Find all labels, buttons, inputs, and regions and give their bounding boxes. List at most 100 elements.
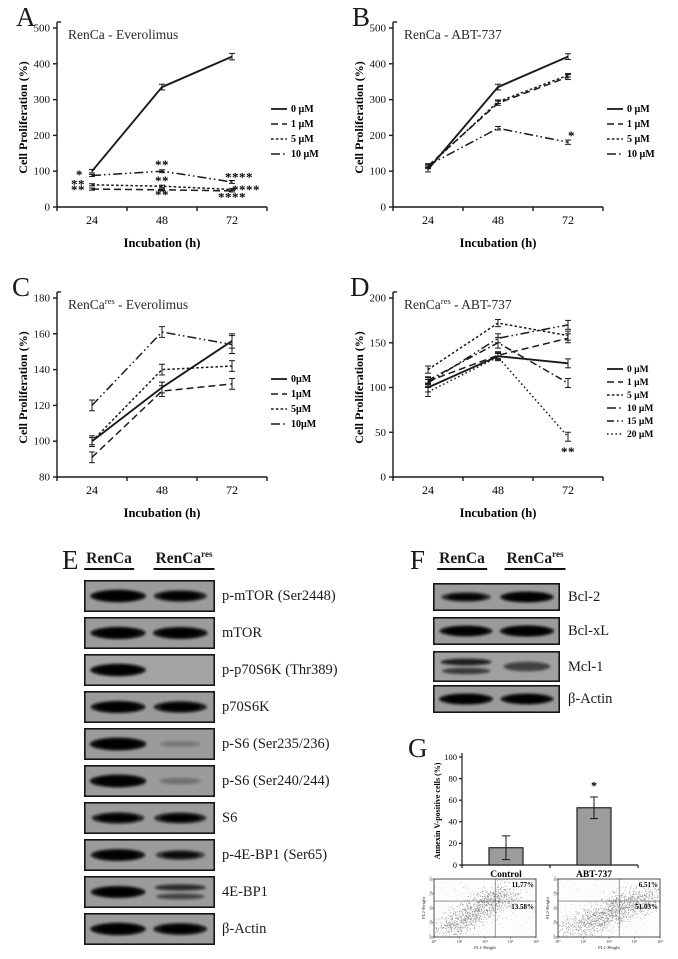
x-tick-label: 24 <box>86 213 98 227</box>
significance-marker: ** <box>561 444 575 459</box>
blot-band <box>500 591 554 603</box>
panel-western-blot-bcl: F RenCa RenCares Bcl-2 Bcl-xL Mcl-1 β-Actin <box>398 545 678 730</box>
blot-row-label: mTOR <box>222 625 263 641</box>
series-line <box>91 184 233 191</box>
y-axis-label: Cell Proliferation (%) <box>352 331 366 443</box>
blot-band <box>90 922 146 936</box>
legend-label: 1µM <box>291 389 312 400</box>
lane-header-text: RenCa <box>155 550 202 568</box>
blot-row-label: p-p70S6K (Thr389) <box>222 662 338 678</box>
y-tick-label: 100 <box>370 166 387 178</box>
blot-band <box>153 923 208 935</box>
chart-title: RenCares - ABT-737 <box>404 296 512 312</box>
blot-box <box>84 728 215 760</box>
blot-band <box>90 849 146 861</box>
y-tick-label: 200 <box>370 130 387 142</box>
flow-x-tick: 10⁴ <box>657 939 663 944</box>
lane-header-text: RenCa <box>439 550 485 568</box>
blot-band <box>90 589 146 603</box>
axes <box>53 21 268 211</box>
blot-band <box>154 812 207 824</box>
chart-title: RenCares - Everolimus <box>68 296 188 312</box>
flow-y-axis-label: FL2-Height <box>545 896 550 918</box>
x-tick-label: 24 <box>422 483 434 497</box>
flow-y-tick: 10² <box>430 905 434 911</box>
x-tick-label: 48 <box>156 213 168 227</box>
error-bar <box>89 183 95 187</box>
legend-label: 15 µM <box>627 417 653 427</box>
error-bar <box>565 319 571 330</box>
y-tick-label: 160 <box>34 328 51 340</box>
flow-y-tick: 10¹ <box>554 920 558 925</box>
blot-row-label: S6 <box>222 810 238 826</box>
y-tick-label: 50 <box>375 427 387 439</box>
blot-box <box>433 617 560 645</box>
blot-row-label: p-S6 (Ser235/236) <box>222 736 330 752</box>
error-bar <box>495 125 501 131</box>
legend-label: 0 µM <box>627 104 650 115</box>
error-bar <box>425 163 431 168</box>
error-bar <box>159 188 165 192</box>
y-tick-label: 150 <box>370 337 387 349</box>
flow-x-tick: 10¹ <box>457 939 463 944</box>
error-bar <box>565 139 571 145</box>
flow-x-axis-label: FL1-Height <box>474 945 496 950</box>
blot-band <box>90 663 146 677</box>
series-line <box>427 324 569 384</box>
panel-letter-b: B <box>352 2 371 32</box>
blot-row-label: Bcl-2 <box>568 589 601 605</box>
error-bar <box>565 358 571 369</box>
blot-row-label: β-Actin <box>568 691 613 707</box>
x-tick-label: ABT-737 <box>576 870 612 880</box>
y-tick-label: 300 <box>34 94 51 106</box>
y-tick-label: 500 <box>370 23 387 35</box>
significance-marker: **** <box>232 182 260 197</box>
blot-band <box>90 626 146 640</box>
significance-marker: **** <box>225 170 253 185</box>
lane-header-text: RenCa <box>506 550 553 568</box>
flow-x-tick: 10² <box>482 939 488 944</box>
error-bar <box>495 352 501 362</box>
panel-letter-a: A <box>16 2 36 32</box>
significance-marker: * <box>591 778 597 792</box>
y-axis-label: Cell Proliferation (%) <box>16 61 30 173</box>
x-tick-label: 72 <box>562 483 574 497</box>
flow-x-tick: 10⁴ <box>533 939 539 944</box>
quadrant-lines <box>434 879 536 937</box>
blot-band <box>439 693 493 705</box>
x-axis-label: Incubation (h) <box>124 506 201 520</box>
significance-marker: ** <box>155 157 169 172</box>
quadrant-pct-lower: 51.03% <box>635 903 658 911</box>
x-tick-label: 48 <box>492 483 504 497</box>
flow-y-tick: 10³ <box>430 890 434 896</box>
error-bar <box>89 451 95 464</box>
x-tick-label: 48 <box>492 213 504 227</box>
flow-y-axis-label: FL2-Height <box>421 896 426 918</box>
legend-label: 10 µM <box>627 404 653 414</box>
blot-box <box>84 654 215 686</box>
error-bar <box>425 365 431 374</box>
blot-band <box>503 661 551 672</box>
error-bar <box>89 437 95 446</box>
panel-letter-c: C <box>12 272 31 302</box>
blot-box <box>433 583 560 611</box>
blot-row-label: β-Actin <box>222 921 267 937</box>
blot-box <box>433 685 560 713</box>
chart-title: RenCa - ABT-737 <box>404 27 502 42</box>
blot-band <box>153 590 207 602</box>
error-bar <box>495 336 501 349</box>
significance-marker: ** <box>71 176 85 191</box>
scatter-cloud <box>434 879 533 937</box>
panel-letter-g: G <box>408 733 428 763</box>
legend-label: 20 µM <box>627 430 653 440</box>
blot-box <box>84 617 215 649</box>
quadrant-pct-upper: 11.77% <box>512 881 534 889</box>
blot-box <box>433 651 560 682</box>
series-line <box>427 341 569 384</box>
series-line <box>427 74 569 168</box>
error-bar <box>565 378 571 388</box>
legend-label: 1 µM <box>627 378 649 388</box>
